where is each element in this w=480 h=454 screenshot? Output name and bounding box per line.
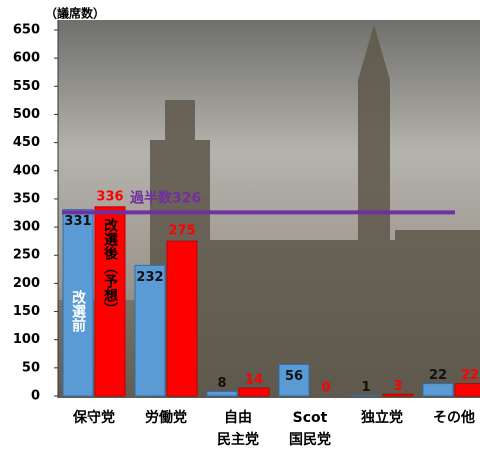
value-label: 336 (96, 189, 123, 204)
y-tick-label: 300 (13, 220, 40, 235)
y-tick-label: 200 (13, 276, 40, 291)
value-label: 22 (461, 368, 479, 383)
bar (351, 395, 381, 396)
value-label: 331 (64, 214, 91, 229)
bar (167, 241, 197, 396)
bar (455, 384, 480, 396)
page: （議席数） 0 50 100 150 200 250 300 350 400 450 500 550 6… (0, 0, 480, 454)
bar (207, 391, 237, 396)
value-label: 3 (393, 379, 402, 394)
bar (383, 394, 413, 396)
value-label: 56 (285, 369, 303, 384)
y-tick-label: 50 (22, 360, 40, 375)
y-tick-label: 600 (13, 51, 40, 66)
value-label: 8 (217, 376, 226, 391)
x-tick-label: 独立党 (346, 407, 418, 429)
value-label: 14 (245, 373, 263, 388)
x-tick-label: 保守党 (58, 407, 130, 429)
y-tick-label: 150 (13, 304, 40, 319)
value-label: 1 (361, 380, 370, 395)
value-label: 0 (321, 381, 330, 396)
value-label: 232 (136, 270, 163, 285)
y-tick-label: 250 (13, 248, 40, 263)
y-tick-label: 350 (13, 191, 40, 206)
y-tick-label: 650 (13, 23, 40, 38)
y-tick-label: 450 (13, 135, 40, 150)
x-tick-label: 自由 民主党 (202, 407, 274, 451)
y-tick-label: 100 (13, 332, 40, 347)
bar (239, 388, 269, 396)
x-tick-label: 労働党 (130, 407, 202, 429)
bar (135, 265, 165, 396)
x-tick-label: Scot 国民党 (274, 407, 346, 451)
legend-entry: 改選前 (70, 289, 86, 333)
x-tick-label: その他 (418, 407, 480, 429)
majority-label: 過半数326 (129, 189, 201, 206)
bar (423, 384, 453, 396)
value-label: 22 (429, 368, 447, 383)
unit-label: （議席数） (45, 6, 105, 21)
value-label: 275 (168, 224, 195, 239)
y-tick-label: 550 (13, 79, 40, 94)
legend-entry: 改選後（予想） (102, 217, 119, 316)
y-tick-label: 400 (13, 163, 40, 178)
chart: （議席数） 0 50 100 150 200 250 300 350 400 450 500 550 6… (0, 0, 480, 454)
y-tick-label: 500 (13, 107, 40, 122)
y-tick-label: 0 (31, 389, 40, 404)
